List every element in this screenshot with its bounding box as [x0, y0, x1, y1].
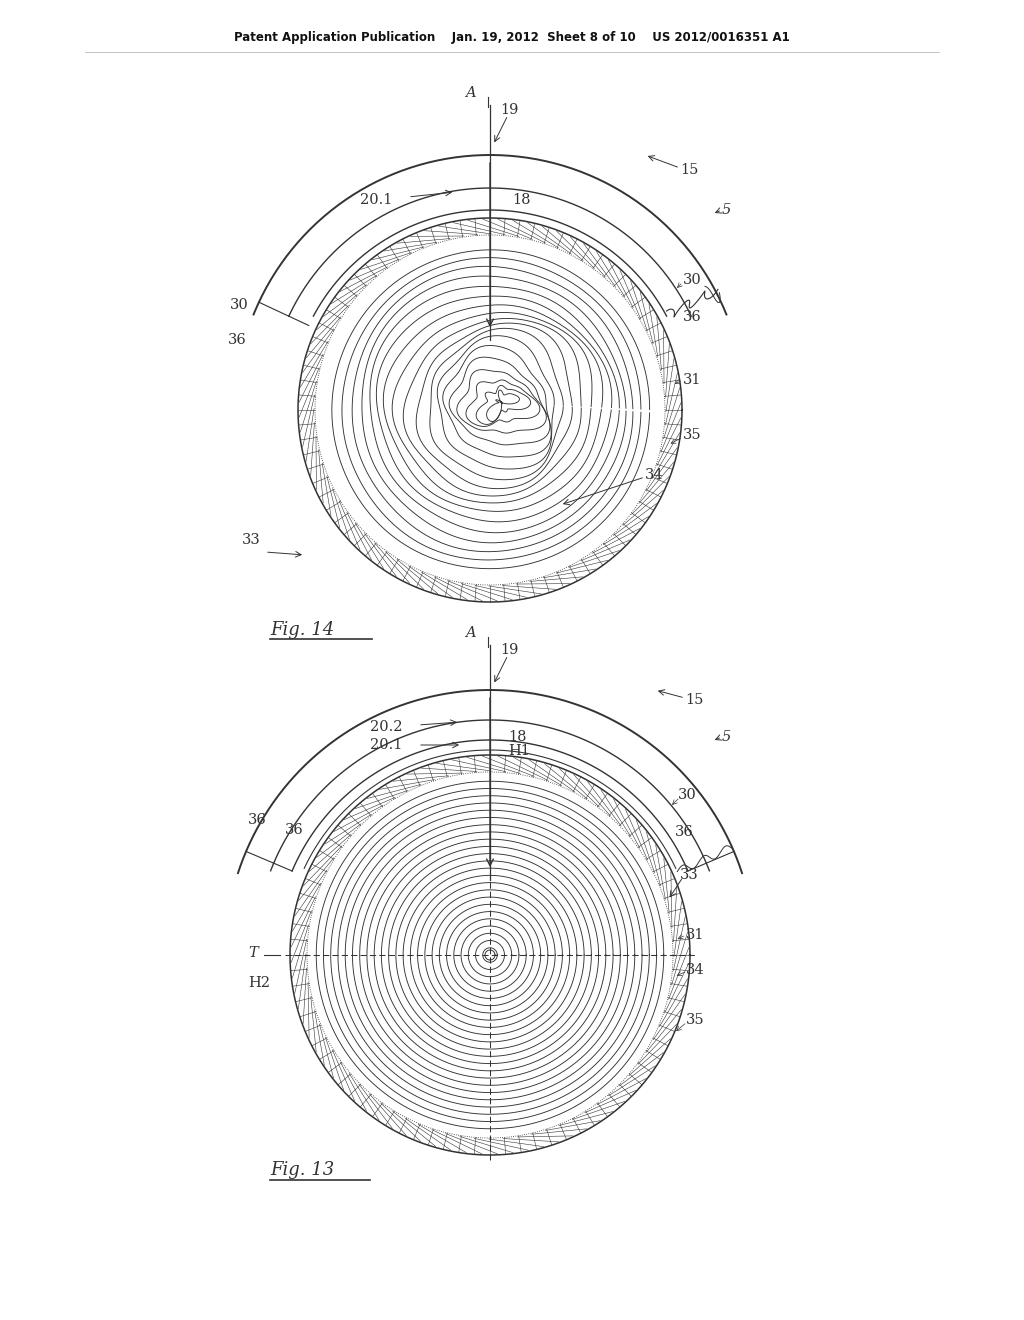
Text: 36: 36	[228, 333, 247, 347]
Text: 18: 18	[508, 730, 526, 744]
Text: 36: 36	[248, 813, 266, 828]
Text: 34: 34	[686, 964, 705, 977]
Text: 36: 36	[285, 822, 304, 837]
Text: A: A	[465, 86, 476, 100]
Text: H1: H1	[508, 744, 529, 758]
Text: 20.2: 20.2	[370, 719, 402, 734]
Text: Fig. 14: Fig. 14	[270, 620, 334, 639]
Text: 15: 15	[685, 693, 703, 708]
Text: 33: 33	[680, 869, 698, 882]
Text: 19: 19	[500, 103, 518, 117]
Text: 36: 36	[675, 825, 693, 840]
Text: H2: H2	[248, 975, 270, 990]
Text: 30: 30	[683, 273, 701, 286]
Text: 19: 19	[500, 643, 518, 657]
Text: 18: 18	[512, 193, 530, 207]
Text: 30: 30	[678, 788, 696, 803]
Text: 33: 33	[242, 533, 261, 546]
Text: 30: 30	[230, 298, 249, 312]
Text: 20.1: 20.1	[370, 738, 402, 752]
Text: 5: 5	[722, 203, 731, 216]
Text: 15: 15	[680, 162, 698, 177]
Text: 35: 35	[686, 1012, 705, 1027]
Text: Patent Application Publication    Jan. 19, 2012  Sheet 8 of 10    US 2012/001635: Patent Application Publication Jan. 19, …	[234, 30, 790, 44]
Text: A: A	[465, 626, 476, 640]
Text: 35: 35	[683, 428, 701, 442]
Text: 31: 31	[683, 374, 701, 387]
Text: Fig. 13: Fig. 13	[270, 1162, 334, 1179]
Text: 31: 31	[686, 928, 705, 942]
Text: 36: 36	[683, 310, 701, 323]
Text: 5: 5	[722, 730, 731, 744]
Text: 20.1: 20.1	[360, 193, 392, 207]
Text: 34: 34	[645, 469, 664, 482]
Text: T: T	[248, 946, 258, 960]
